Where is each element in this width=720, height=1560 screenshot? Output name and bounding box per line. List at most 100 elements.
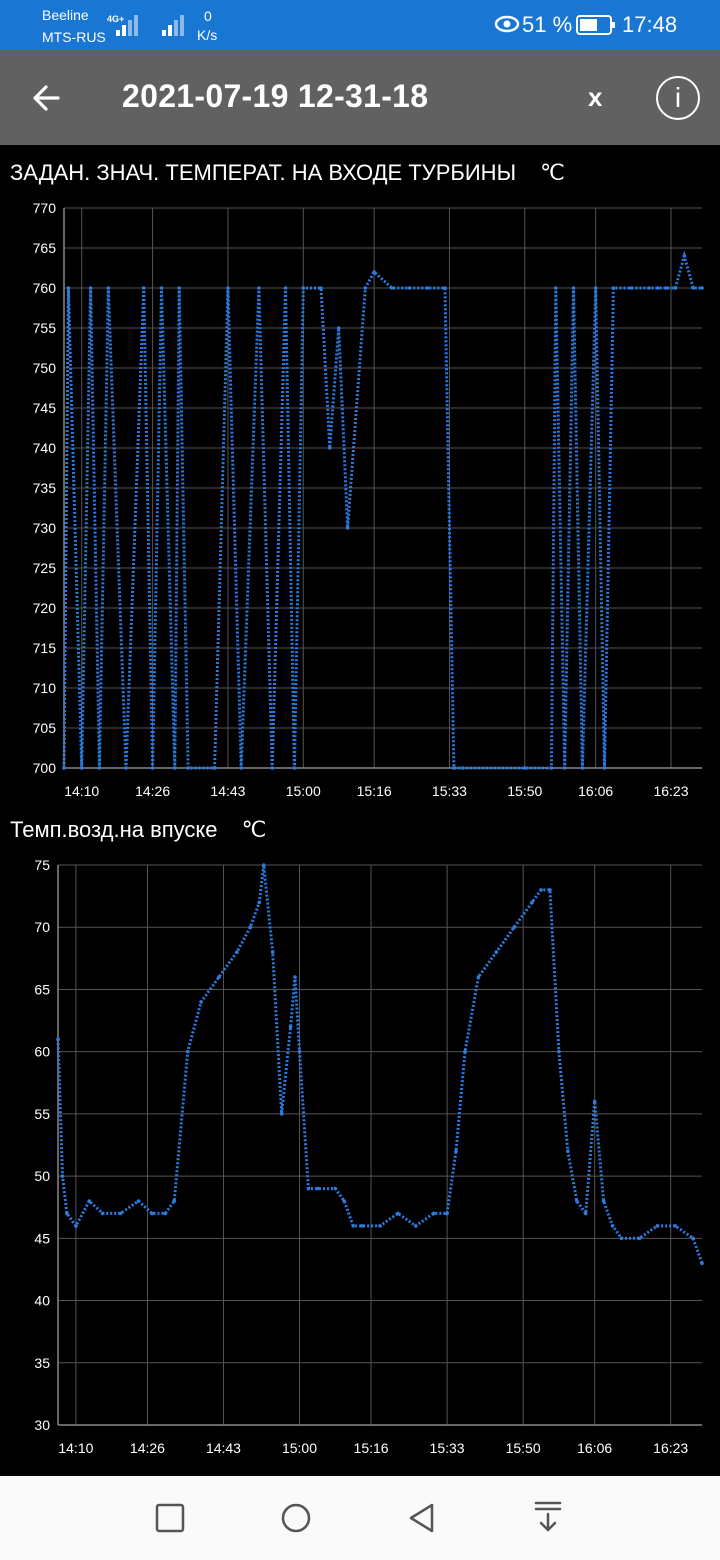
chart-1-ytick-label: 735 — [33, 480, 57, 496]
chart-1-data-point — [345, 526, 350, 530]
chart-2-data-point — [235, 950, 239, 954]
chart-1-data-point — [443, 286, 447, 290]
chart-2-ytick-label: 40 — [34, 1293, 50, 1309]
network-type: 4G+ — [107, 14, 125, 24]
chart-2-title-row: Темп.возд.на впуске ℃ — [10, 817, 266, 843]
chart-2-xtick-label: 15:00 — [282, 1440, 317, 1456]
chart-1-data-point — [124, 766, 128, 770]
chart-1-data-point — [629, 286, 633, 290]
chart-1-data-point — [172, 766, 177, 770]
chart-1-data-point — [319, 286, 323, 290]
chart-2-data-point — [248, 925, 253, 930]
chart-2-data-point — [655, 1224, 660, 1228]
chart-2-data-point — [257, 900, 262, 905]
back-icon[interactable] — [406, 1502, 438, 1534]
chart-1-data-point — [177, 286, 181, 290]
chart-2-data-point — [530, 900, 534, 905]
chart-2-unit: ℃ — [241, 817, 267, 842]
chart-1-data-point — [257, 286, 261, 290]
chart-2-data-point — [100, 1211, 105, 1216]
chart-1-data-point — [79, 766, 84, 770]
chart-1-ytick-label: 765 — [33, 240, 57, 256]
chart-1-data-point — [301, 286, 306, 290]
chart-1-ytick-label: 750 — [33, 360, 57, 376]
chart-1-data-point — [150, 766, 155, 770]
chart-2-data-point — [293, 975, 297, 979]
chart-2-data-point — [342, 1199, 347, 1203]
chart-2-data-point — [454, 1149, 458, 1154]
chart-1-xtick-label: 16:06 — [578, 783, 613, 799]
clock: 17:48 — [622, 12, 678, 37]
chart-2-ytick-label: 75 — [34, 857, 50, 873]
chart-1-data-point — [571, 286, 576, 290]
chart-2-xtick-label: 16:06 — [577, 1440, 612, 1456]
chart-2-title: Темп.возд.на впуске — [10, 817, 218, 842]
chart-2-ytick-label: 30 — [34, 1417, 50, 1433]
chart-2-ytick-label: 35 — [34, 1355, 50, 1371]
battery-percent: 51 % — [522, 12, 573, 37]
chart-2-data-point — [378, 1224, 382, 1228]
chart-2-xtick-label: 14:10 — [58, 1440, 93, 1456]
chart-1-xtick-label: 16:23 — [653, 783, 688, 799]
chart-2-data-point — [118, 1211, 123, 1216]
chart-1-data-point — [106, 286, 111, 290]
chart-1-data-point — [553, 286, 558, 290]
chart-1-ytick-label: 760 — [33, 280, 57, 296]
chart-2-data-point — [217, 975, 221, 979]
back-arrow-icon[interactable] — [28, 78, 68, 118]
chart-1-data-point — [602, 766, 607, 770]
chart-1-title-row: ЗАДАН. ЗНАЧ. ТЕМПЕРАТ. НА ВХОДЕ ТУРБИНЫ … — [10, 160, 565, 186]
chart-2-data-point — [74, 1224, 78, 1228]
chart-1-data-point — [452, 766, 456, 770]
chart-1-ytick-label: 725 — [33, 560, 57, 576]
chart-1-data-point — [88, 286, 93, 290]
close-button[interactable]: x — [588, 82, 603, 112]
chart-2-data-point — [315, 1186, 320, 1191]
info-button[interactable]: i — [656, 76, 700, 120]
home-icon[interactable] — [280, 1502, 312, 1534]
chart-2-xtick-label: 14:26 — [130, 1440, 165, 1456]
chart-1-data-point — [407, 286, 412, 290]
chart-2-ytick-label: 60 — [34, 1044, 50, 1060]
chart-2-data-point — [65, 1211, 69, 1216]
eye-icon — [494, 15, 520, 33]
chart-1-plot: 700 705 710 715 720 725 730 735 740 745 750 755 760 7… — [33, 200, 704, 799]
chart-2-data-point — [413, 1224, 418, 1228]
chart-2-data-point — [185, 1049, 190, 1054]
chart-2-data-point — [610, 1224, 615, 1228]
chart-1-series-line — [62, 250, 702, 770]
chart-1-data-point — [682, 254, 687, 258]
chart-1-data-point — [562, 766, 567, 770]
carrier-2: MTS-RUS — [42, 29, 106, 45]
chart-2-data-point — [261, 863, 266, 867]
chart-2-data-point — [360, 1224, 364, 1228]
notification-pull-icon[interactable] — [532, 1500, 564, 1534]
chart-1-data-point — [691, 286, 695, 290]
chart-1-ytick-label: 705 — [33, 720, 57, 736]
page-title: 2021-07-19 12-31-18 — [122, 78, 429, 114]
carrier-1: Beeline — [42, 7, 89, 23]
chart-1-xtick-label: 14:10 — [64, 783, 99, 799]
chart-2-xtick-label: 15:33 — [430, 1440, 465, 1456]
chart-1-xtick-label: 15:50 — [507, 783, 542, 799]
chart-1-data-point — [66, 286, 71, 290]
chart-1-ytick-label: 755 — [33, 320, 57, 336]
chart-1-xtick-label: 15:16 — [357, 783, 392, 799]
chart-2-data-point — [288, 1024, 293, 1029]
speed-value: 0 — [204, 8, 212, 24]
chart-2-data-point — [583, 1211, 588, 1216]
chart-2-data-point — [279, 1112, 284, 1116]
recent-apps-icon[interactable] — [154, 1502, 186, 1534]
signal-icon-1 — [116, 15, 138, 36]
chart-2-data-point — [270, 950, 275, 954]
chart-1-data-point — [390, 286, 394, 290]
chart-2-data-point — [351, 1224, 355, 1228]
chart-2-data-point — [199, 1000, 203, 1004]
chart-2-data-point — [396, 1211, 400, 1216]
chart-1-data-point — [611, 286, 616, 290]
chart-2-data-point — [673, 1224, 677, 1228]
chart-1-data-point — [97, 766, 102, 770]
battery-icon — [576, 15, 615, 35]
chart-2-data-point — [691, 1236, 695, 1241]
chart-1-data-point — [212, 766, 217, 770]
